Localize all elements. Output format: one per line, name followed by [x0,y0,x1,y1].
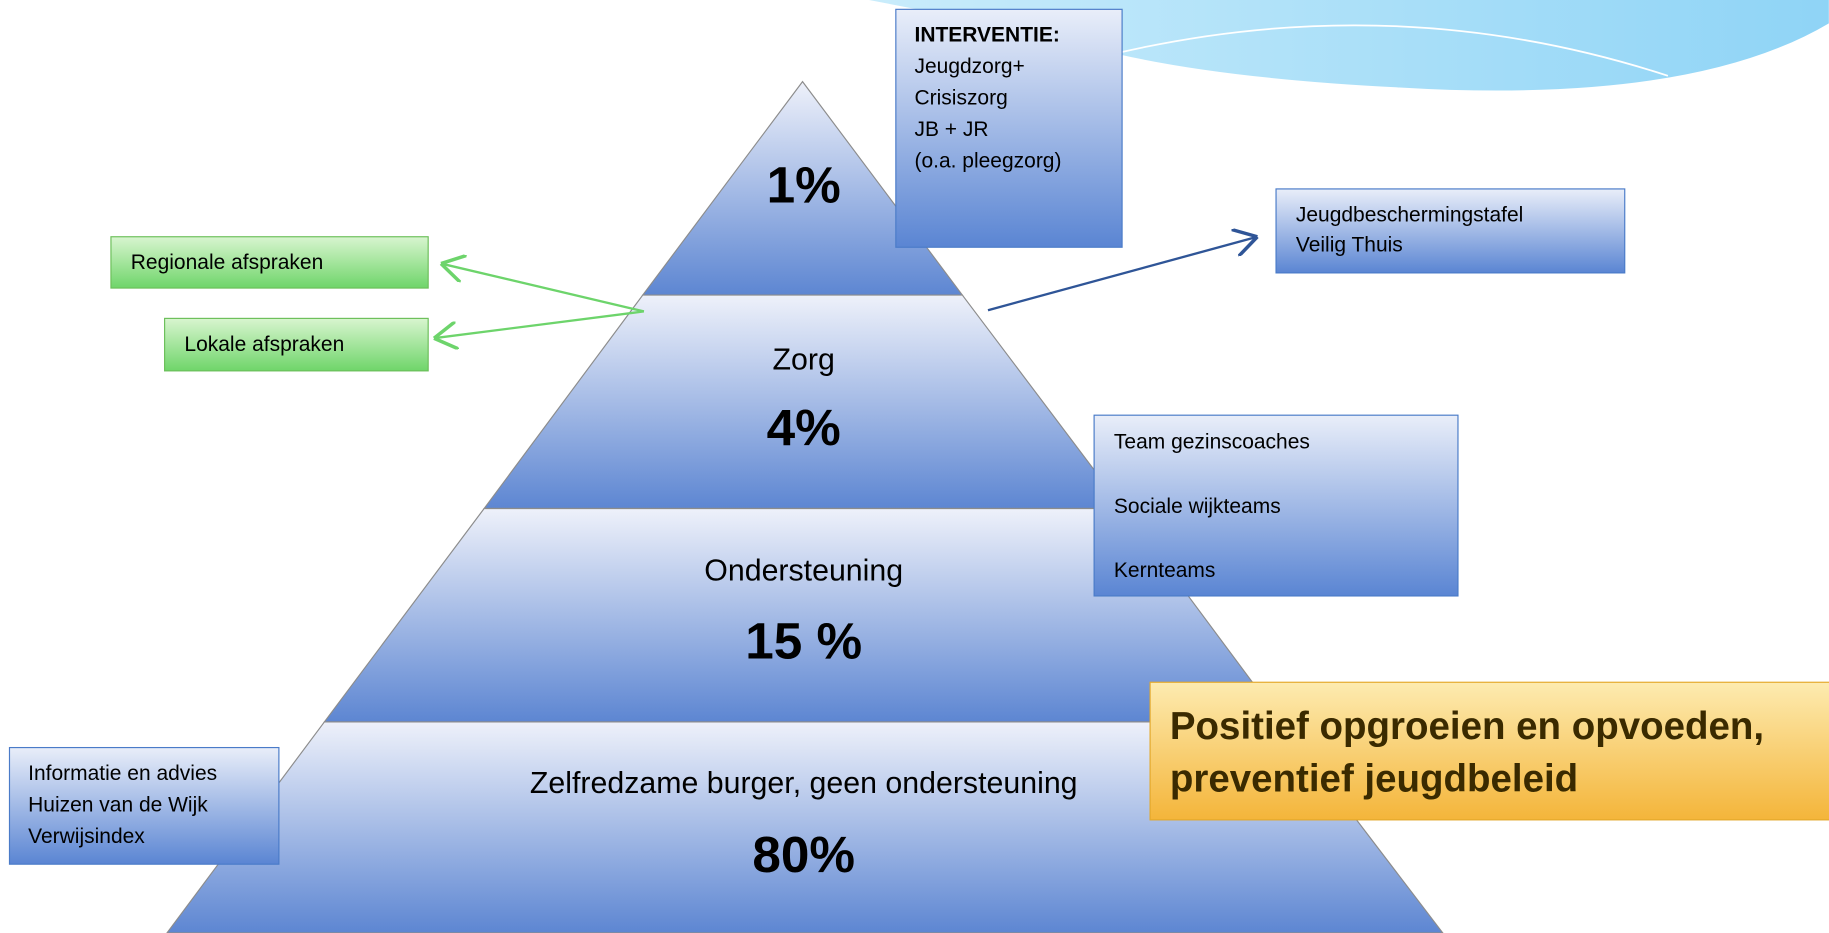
arrow [441,264,644,312]
level-label: Ondersteuning [704,555,903,588]
teams-label: Sociale wijkteams [1114,495,1281,518]
information-label: Informatie en advies [28,762,217,785]
protection-label: Veilig Thuis [1296,234,1403,257]
protection-label: Jeugdbeschermingstafel [1296,203,1523,226]
intervention-title: INTERVENTIE: [915,24,1060,47]
agreement-label: Regionale afspraken [131,251,324,274]
protection-box [1276,189,1625,273]
intervention-line: Jeugdzorg+ [915,55,1025,78]
level-percent: 4% [767,399,841,456]
diagram: 1% Zorg 4% Ondersteuning 15 % Zelfredzam… [0,0,1829,933]
intervention-line: JB + JR [915,118,989,141]
banner-text: preventief jeugdbeleid [1170,758,1578,801]
intervention-line: (o.a. pleegzorg) [915,150,1062,173]
level-percent: 15 % [745,612,862,669]
level-label: Zorg [773,344,835,377]
level-percent: 80% [752,826,855,883]
level-percent: 1% [767,156,841,213]
level-label: Zelfredzame burger, geen ondersteuning [530,767,1078,800]
teams-label: Team gezinscoaches [1114,431,1310,454]
teams-label: Kernteams [1114,559,1215,582]
arrow [434,311,644,338]
agreement-label: Lokale afspraken [184,333,344,356]
information-label: Huizen van de Wijk [28,793,208,816]
information-label: Verwijsindex [28,825,145,848]
banner-text: Positief opgroeien en opvoeden, [1170,705,1764,748]
intervention-line: Crisiszorg [915,87,1008,110]
